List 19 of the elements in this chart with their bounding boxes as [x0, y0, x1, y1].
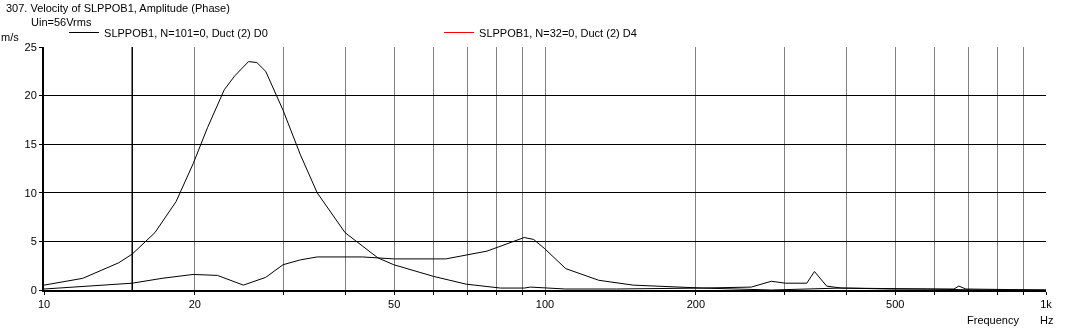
x-tick-label: 1k — [1040, 298, 1053, 311]
x-tick-label: 20 — [188, 298, 201, 311]
y-tick-label: 15 — [24, 138, 37, 151]
text: Uin=56Vrms — [31, 16, 92, 28]
x-tick-label: 50 — [388, 298, 401, 311]
legend-label: SLPPOB1, N=101=0, Duct (2) D0 — [104, 26, 268, 39]
legend-label: SLPPOB1, N=32=0, Duct (2) D4 — [479, 26, 637, 39]
text: Hz — [1040, 314, 1054, 326]
x-axis-title: Frequency — [967, 314, 1020, 326]
y-tick-label: 5 — [30, 235, 37, 248]
y-tick-label: 20 — [24, 89, 37, 102]
y-tick-label: 0 — [30, 283, 37, 296]
x-tick-label: 100 — [535, 298, 555, 311]
x-tick-label: 500 — [886, 298, 905, 311]
chart-title: 307. Velocity of SLPPOB1, Amplitude (Phase) — [6, 2, 230, 14]
x-tick-label: 200 — [686, 298, 705, 311]
y-tick-label: 25 — [24, 40, 37, 53]
y-tick-label: 10 — [24, 186, 37, 199]
y-axis-title: m/s — [1, 31, 20, 43]
